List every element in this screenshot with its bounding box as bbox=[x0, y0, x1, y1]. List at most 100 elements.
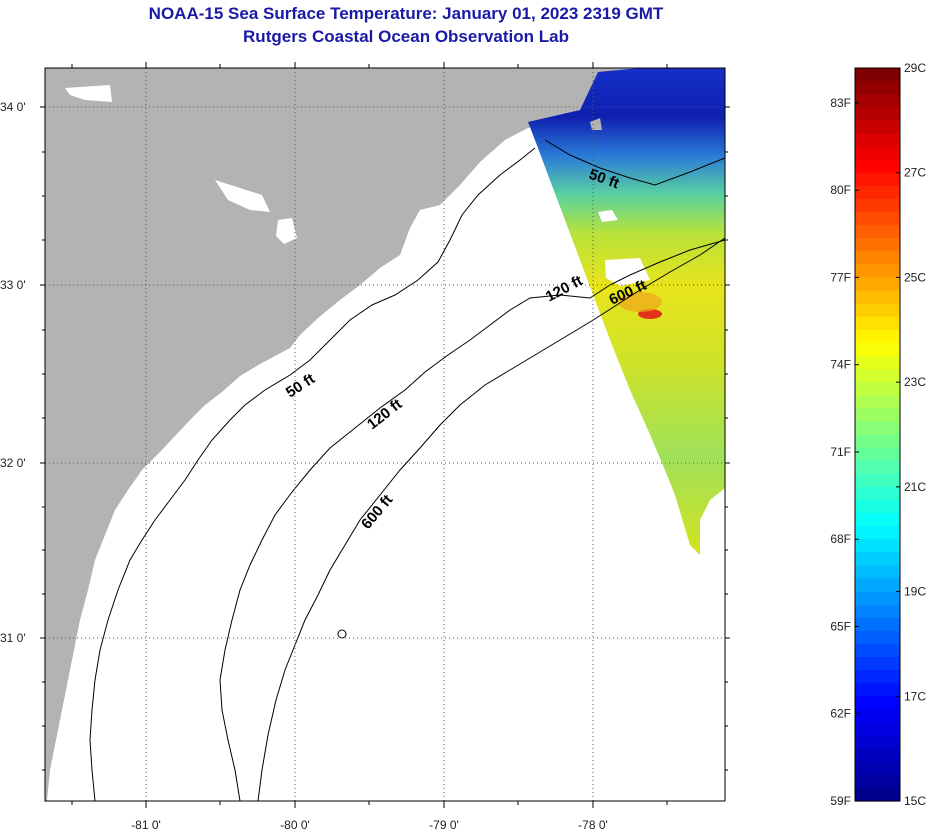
colorbar-band bbox=[855, 211, 900, 226]
graticule bbox=[45, 68, 725, 801]
colorbar-band bbox=[855, 630, 900, 645]
colorbar-band bbox=[855, 526, 900, 540]
colorbar-band bbox=[855, 421, 900, 436]
colorbar-label-celsius: 25C bbox=[904, 270, 926, 284]
lon-label-81: -81 0' bbox=[131, 818, 161, 832]
lat-label-32: 32 0' bbox=[0, 456, 26, 470]
colorbar-label-celsius: 27C bbox=[904, 166, 926, 180]
cloud-gap bbox=[605, 258, 650, 286]
map-frame bbox=[44, 67, 726, 802]
colorbar-band bbox=[855, 434, 900, 449]
colorbar-label-celsius: 19C bbox=[904, 585, 926, 599]
colorbar-band bbox=[855, 735, 900, 750]
colorbar-label-fahrenheit: 59F bbox=[830, 794, 851, 808]
colorbar-band bbox=[855, 565, 900, 580]
lat-label-33: 33 0' bbox=[0, 278, 26, 292]
colorbar-band bbox=[855, 342, 900, 357]
colorbar-band bbox=[855, 578, 900, 593]
colorbar-label-fahrenheit: 77F bbox=[830, 270, 851, 284]
colorbar-band bbox=[855, 146, 900, 161]
colorbar-band bbox=[855, 709, 900, 724]
cloud-gap bbox=[598, 210, 618, 222]
colorbar-band bbox=[855, 683, 900, 697]
contour-50ft bbox=[89, 147, 536, 801]
colorbar-band bbox=[855, 787, 900, 802]
colorbar-band bbox=[855, 81, 900, 95]
colorbar-label-fahrenheit: 83F bbox=[830, 96, 851, 110]
colorbar-band bbox=[855, 604, 900, 619]
colorbar-band bbox=[855, 761, 900, 776]
chart-subtitle: Rutgers Coastal Ocean Observation Lab bbox=[243, 27, 569, 46]
colorbar-band bbox=[855, 290, 900, 305]
colorbar-band bbox=[855, 133, 900, 148]
colorbar-band bbox=[855, 696, 900, 710]
colorbar-band bbox=[855, 774, 900, 789]
sst-swath bbox=[528, 68, 725, 555]
colorbar-band bbox=[855, 94, 900, 108]
colorbar-band bbox=[855, 460, 900, 475]
colorbar-band bbox=[855, 748, 900, 763]
colorbar-band bbox=[855, 355, 900, 370]
colorbar-frame bbox=[854, 67, 901, 802]
colorbar-label-celsius: 17C bbox=[904, 689, 926, 703]
colorbar-band bbox=[855, 591, 900, 606]
colorbar-band bbox=[855, 722, 900, 737]
colorbar-label-fahrenheit: 80F bbox=[830, 183, 851, 197]
colorbar-band bbox=[855, 486, 900, 501]
colorbar-band bbox=[855, 198, 900, 213]
top-ticks bbox=[71, 62, 668, 68]
left-ticks bbox=[40, 106, 45, 771]
land-mass bbox=[45, 68, 620, 801]
right-ticks bbox=[725, 106, 730, 771]
chart-title: NOAA-15 Sea Surface Temperature: January… bbox=[148, 4, 664, 23]
colorbar-label-fahrenheit: 62F bbox=[830, 707, 851, 721]
colorbar-band bbox=[855, 303, 900, 318]
colorbar-band bbox=[855, 329, 900, 344]
colorbar-band bbox=[855, 643, 900, 658]
colorbar-label-fahrenheit: 65F bbox=[830, 619, 851, 633]
colorbar-band bbox=[855, 473, 900, 488]
colorbar-band bbox=[855, 670, 900, 684]
colorbar-band bbox=[855, 499, 900, 514]
lake-marker bbox=[276, 218, 297, 244]
colorbar-band bbox=[855, 617, 900, 632]
colorbar-band bbox=[855, 68, 900, 82]
contour-120ft bbox=[219, 239, 725, 801]
colorbar-band bbox=[855, 185, 900, 200]
colorbar-band bbox=[855, 107, 900, 121]
contour-600ft bbox=[257, 237, 725, 801]
colorbar-band bbox=[855, 382, 900, 396]
lake-marker bbox=[215, 180, 270, 212]
colorbar-label-celsius: 15C bbox=[904, 794, 926, 808]
lon-label-80: -80 0' bbox=[280, 818, 310, 832]
lon-label-78: -78 0' bbox=[578, 818, 608, 832]
colorbar-band bbox=[855, 513, 900, 527]
colorbar-band bbox=[855, 369, 900, 383]
colorbar-band bbox=[855, 264, 900, 279]
colorbar-band bbox=[855, 120, 900, 135]
colorbar-band bbox=[855, 277, 900, 292]
colorbar-label-celsius: 23C bbox=[904, 375, 926, 389]
colorbar-band bbox=[855, 395, 900, 409]
colorbar-band bbox=[855, 251, 900, 265]
bottom-ticks bbox=[71, 801, 668, 808]
colorbar-band bbox=[855, 238, 900, 252]
lon-label-79: -79 0' bbox=[429, 818, 459, 832]
colorbar-label-fahrenheit: 68F bbox=[830, 532, 851, 546]
colorbar-band bbox=[855, 552, 900, 566]
colorbar-band bbox=[855, 657, 900, 671]
colorbar-band bbox=[855, 447, 900, 462]
lake-marker bbox=[65, 85, 112, 102]
colorbar-bands bbox=[855, 68, 900, 802]
colorbar-band bbox=[855, 225, 900, 239]
contour-50ft-north bbox=[544, 139, 725, 186]
colorbar-band bbox=[855, 172, 900, 187]
colorbar-label-fahrenheit: 74F bbox=[830, 358, 851, 372]
colorbar-band bbox=[855, 159, 900, 174]
colorbar-band bbox=[855, 408, 900, 423]
colorbar-band bbox=[855, 316, 900, 331]
colorbar-label-fahrenheit: 71F bbox=[830, 445, 851, 459]
lat-label-31: 31 0' bbox=[0, 631, 26, 645]
